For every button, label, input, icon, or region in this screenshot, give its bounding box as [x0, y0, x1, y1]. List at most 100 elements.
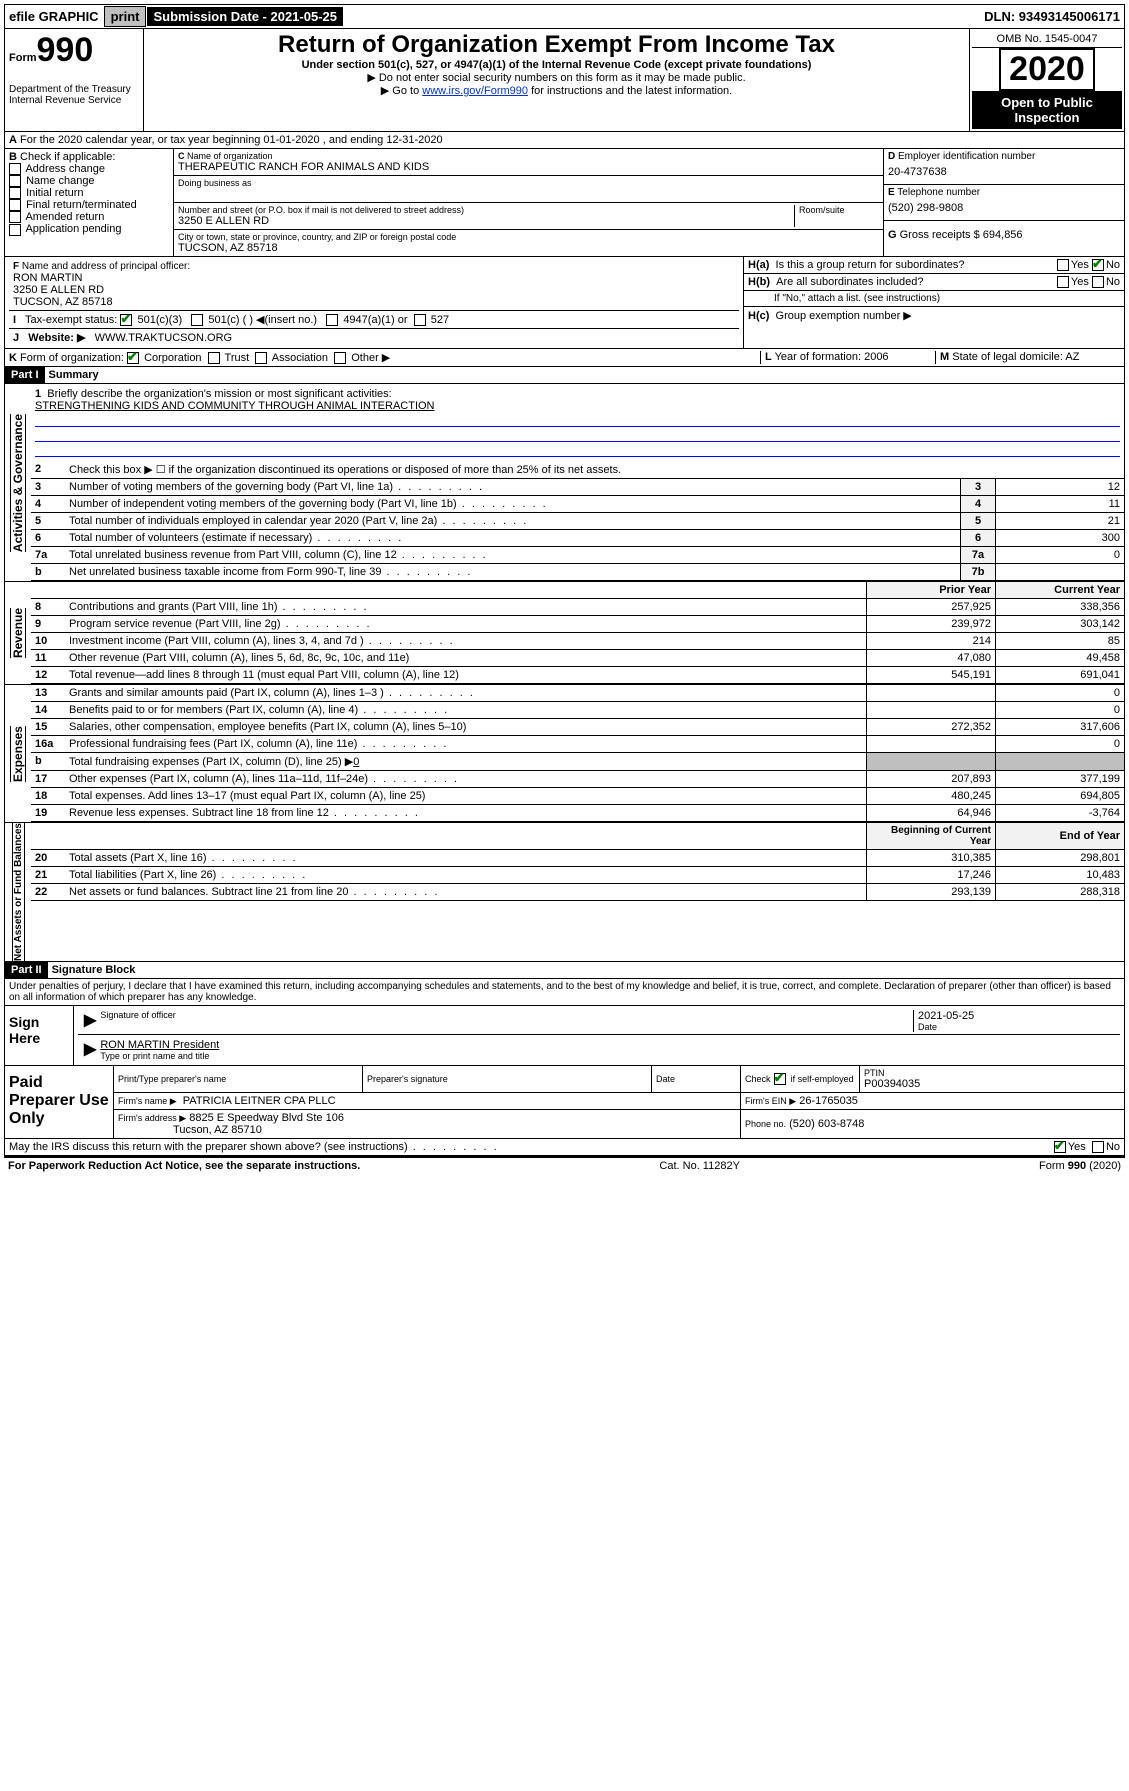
fundraising-total: 0 — [353, 756, 359, 768]
527-checkbox[interactable] — [414, 314, 426, 326]
year-formation: 2006 — [864, 351, 888, 363]
paid-preparer-block: Paid Preparer Use Only Print/Type prepar… — [4, 1066, 1125, 1139]
dba-label: Doing business as — [178, 178, 879, 188]
discuss-yes-checkbox[interactable] — [1054, 1141, 1066, 1153]
firm-name: PATRICIA LEITNER CPA PLLC — [183, 1095, 336, 1107]
hb-no-checkbox[interactable] — [1092, 276, 1104, 288]
line-2: Check this box ▶ ☐ if the organization d… — [65, 461, 1124, 479]
row-klm: K Form of organization: Corporation Trus… — [4, 349, 1125, 367]
subtitle-2: ▶ Do not enter social security numbers o… — [150, 71, 963, 84]
efile-label: efile GRAPHIC — [5, 7, 103, 26]
amended-return-checkbox[interactable] — [9, 211, 21, 223]
ptin: P00394035 — [864, 1078, 1120, 1090]
part1-netassets: Net Assets or Fund Balances Beginning of… — [4, 823, 1125, 962]
check-if-applicable: Check if applicable: — [20, 151, 115, 163]
officer-name: RON MARTIN — [13, 272, 735, 284]
self-employed-checkbox[interactable] — [774, 1073, 786, 1085]
room-suite-label: Room/suite — [799, 205, 879, 215]
val-7a: 0 — [996, 547, 1125, 564]
irs-link[interactable]: www.irs.gov/Form990 — [422, 85, 528, 97]
final-return-checkbox[interactable] — [9, 199, 21, 211]
form-num: 990 — [37, 31, 94, 69]
part1-governance: Activities & Governance 1 Briefly descri… — [4, 384, 1125, 582]
street-address: 3250 E ALLEN RD — [178, 215, 794, 227]
form-title: Return of Organization Exempt From Incom… — [150, 31, 963, 59]
form-ref: Form 990 (2020) — [1039, 1160, 1121, 1172]
officer-addr1: 3250 E ALLEN RD — [13, 284, 735, 296]
hb-yes-checkbox[interactable] — [1057, 276, 1069, 288]
topbar: efile GRAPHIC print Submission Date - 20… — [4, 4, 1125, 29]
fhi-block: F Name and address of principal officer:… — [4, 257, 1125, 349]
side-revenue: Revenue — [10, 608, 26, 658]
part1-revenue: Revenue Prior YearCurrent Year 8Contribu… — [4, 582, 1125, 685]
subtitle-1: Under section 501(c), 527, or 4947(a)(1)… — [150, 59, 963, 71]
submission-date: Submission Date - 2021-05-25 — [147, 7, 343, 26]
ha-no-checkbox[interactable] — [1092, 259, 1104, 271]
application-pending-checkbox[interactable] — [9, 224, 21, 236]
signature-block: Sign Here ▶ Signature of officer 2021-05… — [4, 1006, 1125, 1066]
val-6: 300 — [996, 530, 1125, 547]
omb-number: OMB No. 1545-0047 — [972, 31, 1122, 48]
discuss-row: May the IRS discuss this return with the… — [4, 1139, 1125, 1156]
state-domicile: AZ — [1065, 351, 1079, 363]
arrow-icon: ▶ — [80, 1039, 100, 1061]
org-name: THERAPEUTIC RANCH FOR ANIMALS AND KIDS — [178, 161, 879, 173]
association-checkbox[interactable] — [255, 352, 267, 364]
val-7b — [996, 564, 1125, 581]
other-checkbox[interactable] — [334, 352, 346, 364]
firm-addr1: 8825 E Speedway Blvd Ste 106 — [189, 1112, 344, 1124]
discuss-no-checkbox[interactable] — [1092, 1141, 1104, 1153]
firm-ein: 26-1765035 — [799, 1095, 858, 1107]
tax-year: 2020 — [999, 48, 1095, 91]
gross-receipts: 694,856 — [983, 229, 1023, 241]
arrow-icon: ▶ — [80, 1010, 100, 1032]
part1-header: Part I Summary — [4, 367, 1125, 384]
val-5: 21 — [996, 513, 1125, 530]
mission-text: STRENGTHENING KIDS AND COMMUNITY THROUGH… — [35, 400, 435, 412]
paperwork-notice: For Paperwork Reduction Act Notice, see … — [8, 1160, 360, 1172]
501c-checkbox[interactable] — [191, 314, 203, 326]
form-number: Form990 — [9, 31, 139, 70]
city-state-zip: TUCSON, AZ 85718 — [178, 242, 879, 254]
hdr-beginning: Beginning of Current Year — [867, 823, 996, 850]
officer-signed-name: RON MARTIN President — [100, 1039, 1118, 1051]
side-expenses: Expenses — [10, 726, 26, 782]
perjury-statement: Under penalties of perjury, I declare th… — [4, 979, 1125, 1006]
hb-note: If "No," attach a list. (see instruction… — [744, 291, 1124, 307]
hdr-curr: Current Year — [996, 582, 1125, 599]
ha-yes-checkbox[interactable] — [1057, 259, 1069, 271]
name-change-checkbox[interactable] — [9, 175, 21, 187]
firm-phone: (520) 603-8748 — [789, 1118, 864, 1130]
dln: DLN: 93493145006171 — [980, 7, 1124, 26]
part2-header: Part II Signature Block — [4, 962, 1125, 979]
officer-addr2: TUCSON, AZ 85718 — [13, 296, 735, 308]
open-to-public: Open to Public Inspection — [972, 91, 1122, 129]
ein: 20-4737638 — [888, 162, 1120, 182]
firm-addr2: Tucson, AZ 85710 — [173, 1124, 262, 1136]
hdr-prior: Prior Year — [867, 582, 996, 599]
4947-checkbox[interactable] — [326, 314, 338, 326]
trust-checkbox[interactable] — [208, 352, 220, 364]
val-3: 12 — [996, 479, 1125, 496]
501c3-checkbox[interactable] — [120, 314, 132, 326]
cat-no: Cat. No. 11282Y — [659, 1160, 740, 1172]
print-button[interactable]: print — [104, 6, 147, 27]
initial-return-checkbox[interactable] — [9, 187, 21, 199]
address-change-checkbox[interactable] — [9, 163, 21, 175]
sign-date: 2021-05-25 — [918, 1010, 1118, 1022]
subtitle-3: ▶ Go to www.irs.gov/Form990 for instruct… — [150, 84, 963, 97]
entity-block: B Check if applicable: Address change Na… — [4, 149, 1125, 257]
part1-expenses: Expenses 13Grants and similar amounts pa… — [4, 685, 1125, 823]
val-4: 11 — [996, 496, 1125, 513]
website: WWW.TRAKTUCSON.ORG — [95, 332, 233, 344]
telephone: (520) 298-9808 — [888, 198, 1120, 218]
corporation-checkbox[interactable] — [127, 352, 139, 364]
side-governance: Activities & Governance — [10, 414, 26, 552]
footer: For Paperwork Reduction Act Notice, see … — [4, 1156, 1125, 1174]
dept-treasury: Department of the Treasury Internal Reve… — [9, 84, 139, 106]
row-a: A For the 2020 calendar year, or tax yea… — [4, 132, 1125, 149]
sign-here-label: Sign Here — [5, 1006, 74, 1065]
form-header: Form990 Department of the Treasury Inter… — [4, 29, 1125, 132]
side-netassets: Net Assets or Fund Balances — [12, 823, 25, 961]
form-word: Form — [9, 52, 37, 64]
